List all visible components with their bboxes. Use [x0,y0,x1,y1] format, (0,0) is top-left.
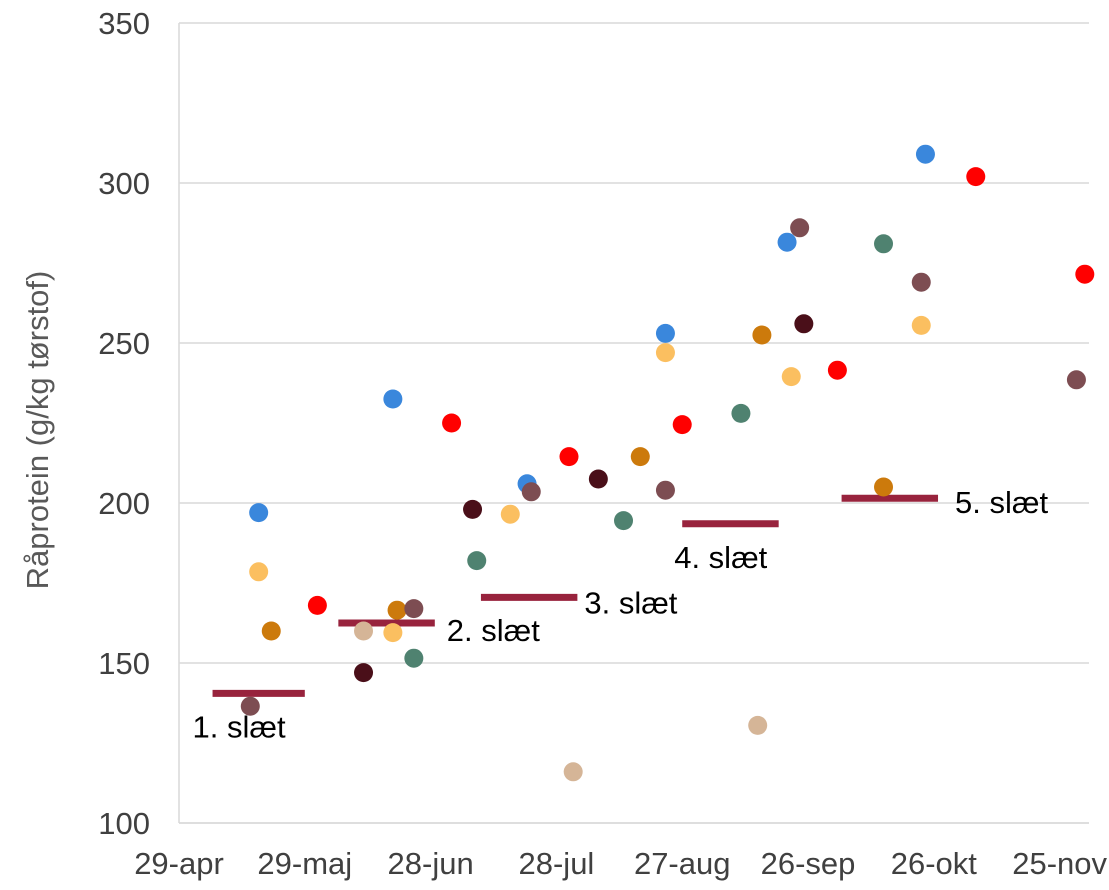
data-point [915,144,935,164]
cut-label: 4. slæt [674,540,767,575]
data-point [655,323,675,343]
data-point [874,234,894,254]
cut-lines: 1. slæt 2. slæt 3. slæt 4. slæt 5. slæt [193,485,1049,744]
y-axis: 100 150 200 250 300 350 [98,6,180,841]
data-point [827,360,847,380]
cut-label: 1. slæt [193,709,286,744]
cut-label: 2. slæt [447,613,540,648]
data-point [874,477,894,497]
data-point [521,482,541,502]
cut-label: 3. slæt [584,585,677,620]
data-point [748,715,768,735]
data-point [752,325,772,345]
gridlines [179,22,1089,824]
data-point [249,503,269,523]
data-point [777,232,797,252]
data-point [383,623,403,643]
x-tick-label: 28-jun [388,846,474,881]
data-point [781,367,801,387]
data-point [655,343,675,363]
data-point [630,447,650,467]
data-point [655,480,675,500]
data-point [911,272,931,292]
y-tick-label: 250 [98,326,150,361]
data-point [731,403,751,423]
x-axis: 29-apr 29-maj 28-jun 28-jul 27-aug 26-sep 26-o… [134,822,1108,881]
x-tick-label: 26-okt [891,846,978,881]
data-point [467,551,487,571]
data-point [500,504,520,524]
data-point [261,621,281,641]
data-point [794,314,814,334]
data-point [240,696,260,716]
data-point [672,415,692,435]
x-tick-label: 28-jul [519,846,595,881]
y-tick-label: 300 [98,166,150,201]
data-point [354,621,374,641]
data-point [463,499,483,519]
data-point [790,218,810,238]
y-tick-label: 150 [98,646,150,681]
data-point [588,469,608,489]
data-point [442,413,462,433]
x-tick-label: 27-aug [634,846,731,881]
y-tick-label: 200 [98,486,150,521]
data-point [387,600,407,620]
data-point [559,447,579,467]
y-axis-title: Råprotein (g/kg tørstof) [20,271,55,590]
data-point [307,595,327,615]
data-point [1066,370,1086,390]
data-point [404,648,424,668]
data-point [966,167,986,187]
x-tick-label: 29-maj [257,846,352,881]
x-tick-label: 26-sep [761,846,856,881]
data-point [383,389,403,409]
y-tick-label: 350 [98,6,150,41]
y-tick-label: 100 [98,806,150,841]
data-point [614,511,634,531]
data-point [1075,264,1095,284]
x-tick-label: 25-nov [1012,846,1107,881]
data-point [911,315,931,335]
data-point [404,599,424,619]
data-point [249,562,269,582]
data-point [563,762,583,782]
cut-label: 5. slæt [955,485,1048,520]
data-point [354,663,374,683]
x-tick-label: 29-apr [134,846,224,881]
data-points [240,144,1095,782]
